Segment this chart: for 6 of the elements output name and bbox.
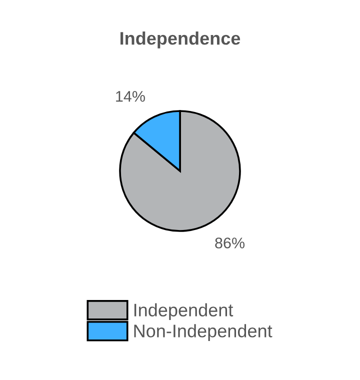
pie-slice bbox=[119, 110, 241, 232]
legend-label: Non-Independent bbox=[134, 324, 272, 341]
chart-title: Independence bbox=[120, 31, 240, 48]
data-label: 86% bbox=[215, 238, 245, 248]
legend-label: Independent bbox=[134, 303, 234, 320]
data-label: 14% bbox=[116, 91, 145, 102]
